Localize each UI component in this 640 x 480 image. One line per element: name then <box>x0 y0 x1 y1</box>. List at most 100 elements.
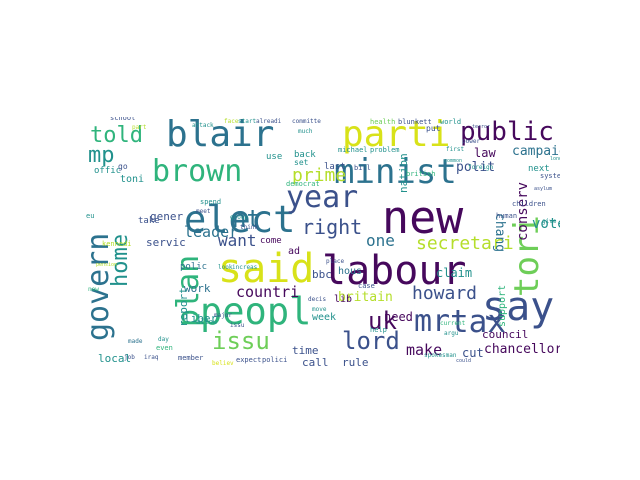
word-vote: vote <box>532 216 560 232</box>
word-part: part <box>132 124 147 131</box>
word-increas: increas <box>232 264 258 271</box>
word-nt: nt <box>232 205 261 233</box>
word-asylum: asylum <box>534 186 553 192</box>
word-polici: polici <box>262 356 288 364</box>
word-come: come <box>260 236 282 246</box>
word-britain: britain <box>338 290 393 305</box>
word-countri: countri <box>236 283 300 301</box>
word-secretari: secretari <box>416 233 514 254</box>
word-hous: hous <box>338 266 363 277</box>
word-cut: cut <box>462 346 484 360</box>
word-alreadi: alreadi <box>256 118 282 125</box>
word-issu: issu <box>212 327 270 355</box>
word-war: issu <box>230 322 245 329</box>
word-kennedi: kennedi <box>102 240 132 248</box>
word-use: use <box>266 152 283 162</box>
word-servic: servic <box>146 236 186 249</box>
word-howard: howard <box>412 283 478 304</box>
word-human: human <box>496 212 518 220</box>
word-leader: leader <box>184 223 239 241</box>
word-look: look <box>218 264 233 271</box>
word-mp: mp <box>88 143 115 168</box>
word-world: world <box>440 118 462 126</box>
word-claim: claim <box>436 266 473 280</box>
word-group: group <box>230 214 249 221</box>
word-uk: uk <box>368 307 397 335</box>
word-even: even <box>156 344 173 352</box>
word-member: member <box>178 354 204 362</box>
word-eu: eu <box>86 212 95 220</box>
word-offic: offic <box>94 166 122 176</box>
word-new: new <box>382 191 464 244</box>
word-chancellor: chancellor <box>484 342 560 357</box>
word-decis: decis <box>308 296 327 303</box>
word-said: said <box>218 246 315 292</box>
word-say: say <box>482 284 555 330</box>
word-move: move <box>312 306 327 313</box>
word-common: common <box>444 158 463 164</box>
word-british: british <box>406 170 436 178</box>
word-liber: liber <box>184 312 218 325</box>
word-major: pension <box>96 262 118 268</box>
word-job: job <box>124 354 135 361</box>
word-rule: rule <box>342 356 369 368</box>
word-public: public <box>460 117 554 147</box>
word-toni: toni <box>120 174 145 185</box>
word-lord: lord <box>342 327 400 355</box>
word-labour: labour <box>322 248 467 294</box>
word-help: help <box>370 326 387 334</box>
word-support: support <box>497 284 508 327</box>
word-time: time <box>292 344 319 357</box>
word-parti: parti <box>342 117 451 155</box>
word-michael: michael <box>338 146 368 154</box>
word-brown: brown <box>152 154 243 189</box>
word-spokesman: spokesman <box>424 352 457 359</box>
word-told: told <box>90 123 143 148</box>
word-number: major <box>214 312 233 319</box>
word-power: power <box>462 138 481 145</box>
word-argu: argu <box>444 330 459 337</box>
word-made: made <box>128 338 143 345</box>
word-children: children <box>512 200 546 208</box>
word-first: first <box>446 146 465 153</box>
word-system: system <box>540 172 560 180</box>
word-polic: polic <box>180 262 208 272</box>
word-make: make <box>406 341 443 359</box>
word-foreign: foreign <box>468 164 494 171</box>
word-polit: polit <box>456 160 496 175</box>
word-last: last <box>324 162 346 172</box>
word-go: go <box>118 162 128 171</box>
word-blair: blair <box>166 117 275 155</box>
word-attack: attack <box>192 122 214 129</box>
word-gener: gener <box>150 210 184 223</box>
word-lib: lib <box>334 294 353 305</box>
word-peopl: peopl <box>200 290 312 333</box>
word-conserv: conserv <box>515 181 531 241</box>
word-expect: expect <box>236 356 262 364</box>
word-start: start <box>238 118 257 125</box>
word-could: could <box>456 358 472 364</box>
word-year: year <box>286 180 359 215</box>
word-local: local <box>98 352 132 365</box>
word-terror: terror <box>472 124 491 130</box>
word-want: want <box>218 231 257 250</box>
word-believ: believ <box>212 360 234 367</box>
word-committe: committe <box>292 118 321 125</box>
word-give: give <box>542 218 557 225</box>
word-case: case <box>358 282 375 290</box>
word-back: back <box>294 150 316 160</box>
word-london: london <box>550 156 560 162</box>
word-campaign: campaign <box>512 144 560 159</box>
word-minist: minist <box>334 152 457 192</box>
word-day: day <box>158 336 169 343</box>
word-work: work <box>184 282 211 295</box>
word-right: right <box>302 215 363 239</box>
word-blunkett: blunkett <box>398 118 432 126</box>
word-need: need <box>384 310 413 324</box>
word-bbc: bbc <box>312 268 332 281</box>
word-school: school <box>110 117 136 122</box>
word-bill: bill <box>354 164 371 172</box>
word-iraq: iraq <box>144 354 159 361</box>
word-meet: meet <box>196 208 211 215</box>
word-face: face <box>224 118 239 125</box>
